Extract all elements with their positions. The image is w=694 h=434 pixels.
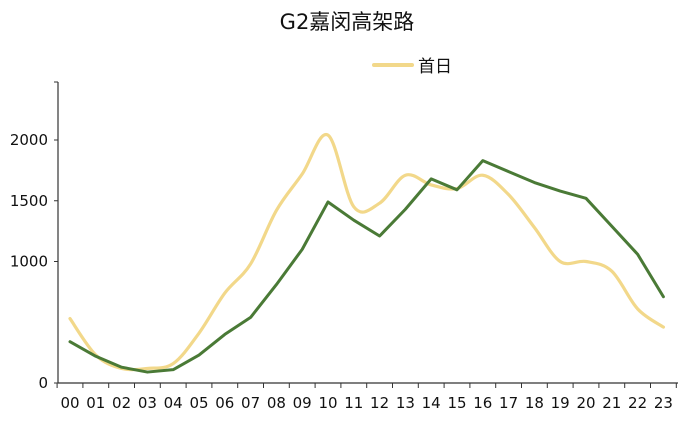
chart-title: G2嘉闵高架路 (279, 10, 415, 34)
x-tick-label: 23 (654, 394, 673, 412)
x-tick-label: 22 (628, 394, 647, 412)
x-tick-label: 02 (112, 394, 131, 412)
x-tick-label: 18 (525, 394, 544, 412)
x-tick-label: 20 (576, 394, 595, 412)
x-tick-label: 19 (551, 394, 570, 412)
x-tick-label: 01 (86, 394, 105, 412)
x-tick-label: 03 (138, 394, 157, 412)
x-tick-label: 06 (215, 394, 234, 412)
x-tick-label: 00 (60, 394, 79, 412)
legend: 首日 (372, 52, 452, 77)
x-tick-label: 10 (318, 394, 337, 412)
x-tick-label: 05 (189, 394, 208, 412)
series-line-first-day (68, 133, 665, 372)
legend-label-first-day: 首日 (418, 57, 452, 77)
y-tick-label: 1500 (10, 192, 48, 210)
x-tick-label: 17 (499, 394, 518, 412)
series-line-2 (68, 159, 665, 374)
y-tick-label: 1000 (10, 253, 48, 271)
y-tick-label: 0 (38, 374, 48, 392)
x-tick-label: 13 (396, 394, 415, 412)
x-tick-label: 09 (293, 394, 312, 412)
legend-swatch-first-day (372, 62, 414, 67)
x-tick-label: 14 (422, 394, 441, 412)
x-tick-label: 07 (241, 394, 260, 412)
x-tick-label: 21 (602, 394, 621, 412)
x-tick-label: 04 (164, 394, 183, 412)
x-tick-label: 12 (370, 394, 389, 412)
x-tick-label: 08 (267, 394, 286, 412)
y-tick-label: 2000 (10, 131, 48, 149)
x-tick-label: 16 (473, 394, 492, 412)
x-tick-label: 15 (447, 394, 466, 412)
x-tick-label: 11 (344, 394, 363, 412)
